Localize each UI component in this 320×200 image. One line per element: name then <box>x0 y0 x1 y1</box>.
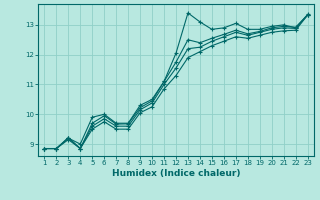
X-axis label: Humidex (Indice chaleur): Humidex (Indice chaleur) <box>112 169 240 178</box>
